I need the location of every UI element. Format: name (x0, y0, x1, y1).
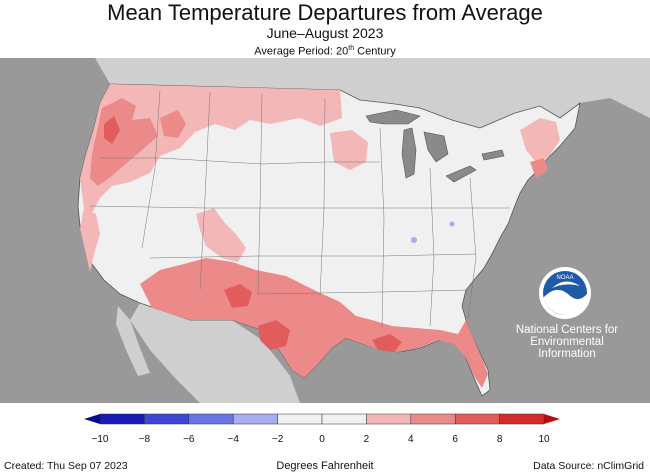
great-lakes (365, 109, 505, 183)
border-rockies (199, 91, 211, 291)
average-period-rest: Century (354, 45, 396, 58)
warm-northern-plains (330, 130, 368, 170)
legend-swatch (454, 413, 500, 425)
warm-new-mexico-core (224, 284, 252, 308)
border-southern-tier (149, 253, 477, 259)
warm-anomaly-regions (80, 84, 560, 388)
legend-tick-label: 0 (319, 434, 325, 445)
cool-spot-kentucky (449, 221, 455, 227)
ncei-line-3: Information (538, 348, 596, 360)
warm-texas-core (258, 320, 290, 350)
border-west-rockies (141, 89, 161, 249)
warm-pacific-northwest (80, 84, 342, 213)
cool-anomaly-spots (411, 221, 455, 243)
legend-tick-label: −6 (183, 434, 195, 445)
legend-swatches (84, 413, 560, 425)
legend-tick-label: −4 (227, 434, 239, 445)
lake-huron (423, 131, 449, 163)
legend-tick-label: −2 (272, 434, 284, 445)
legend-tick-labels: −10 −8 −6 −4 −2 0 2 4 6 8 10 (92, 434, 550, 445)
state-borders (89, 89, 510, 329)
warm-northeast-coast (530, 158, 548, 178)
lake-michigan (401, 127, 417, 179)
lake-erie (445, 165, 477, 183)
average-period-suffix: th (348, 45, 355, 52)
map-title: Mean Temperature Departures from Average (107, 0, 543, 25)
baja-peninsula (116, 306, 150, 376)
warm-pnw-core (104, 116, 120, 144)
noaa-logo-text: NOAA (556, 275, 573, 281)
lake-ontario (481, 149, 505, 161)
noaa-logo-wave (543, 289, 587, 316)
legend-swatch (366, 413, 412, 425)
legend-arrow-high (544, 414, 560, 424)
border-east-central (429, 167, 435, 327)
average-period: Average Period: 20th Century (0, 42, 650, 59)
warm-california-coast (80, 208, 100, 272)
map-subtitle: June–August 2023 (266, 25, 384, 41)
color-legend: −10 −8 −6 −4 −2 0 2 4 6 8 10 (84, 413, 560, 445)
border-central-tier (89, 205, 510, 209)
temperature-map: NOAA (0, 58, 650, 403)
legend-swatch (188, 413, 234, 425)
ncei-line-2: Environmental (530, 336, 604, 348)
cool-spot-ohio-valley (411, 237, 417, 243)
legend-tick-label: 8 (497, 434, 503, 445)
legend-tick-label: −10 (92, 434, 109, 445)
legend-swatch (232, 413, 278, 425)
warm-idaho (160, 110, 186, 138)
canada-land (95, 58, 650, 128)
ncei-name: National Centers for Environmental Infor… (508, 324, 626, 360)
created-date: Created: Thu Sep 07 2023 (4, 460, 128, 472)
ncei-line-1: National Centers for (515, 324, 619, 336)
legend-swatch (321, 413, 367, 425)
mexico-land (130, 303, 300, 403)
noaa-logo: NOAA (539, 267, 591, 319)
warm-pnw-strong (90, 98, 158, 186)
border-appalachian (467, 177, 477, 319)
legend-tick-label: −8 (139, 434, 151, 445)
warm-colorado-utah (196, 208, 246, 262)
legend-tick-label: 4 (408, 434, 414, 445)
legend-tick-label: 2 (364, 434, 370, 445)
border-northern-tier (100, 157, 380, 165)
legend-units: Degrees Fahrenheit (276, 460, 374, 472)
legend-swatch (144, 413, 190, 425)
legend-swatch (99, 413, 145, 425)
border-gulf-states (257, 289, 469, 295)
data-source: Data Source: nClimGrid (533, 460, 644, 472)
legend-tick-label: 6 (452, 434, 458, 445)
lake-superior (365, 109, 421, 125)
legend-swatch (277, 413, 323, 425)
average-period-prefix: Average Period: 20 (254, 45, 349, 58)
legend-tick-label: 10 (538, 434, 550, 445)
legend-swatch (410, 413, 456, 425)
warm-louisiana-core (372, 334, 402, 352)
noaa-logo-bird (552, 281, 580, 288)
border-mississippi (379, 127, 385, 329)
legend-arrow-low (84, 414, 100, 424)
legend-swatch (499, 413, 545, 425)
warm-new-england (520, 118, 560, 162)
